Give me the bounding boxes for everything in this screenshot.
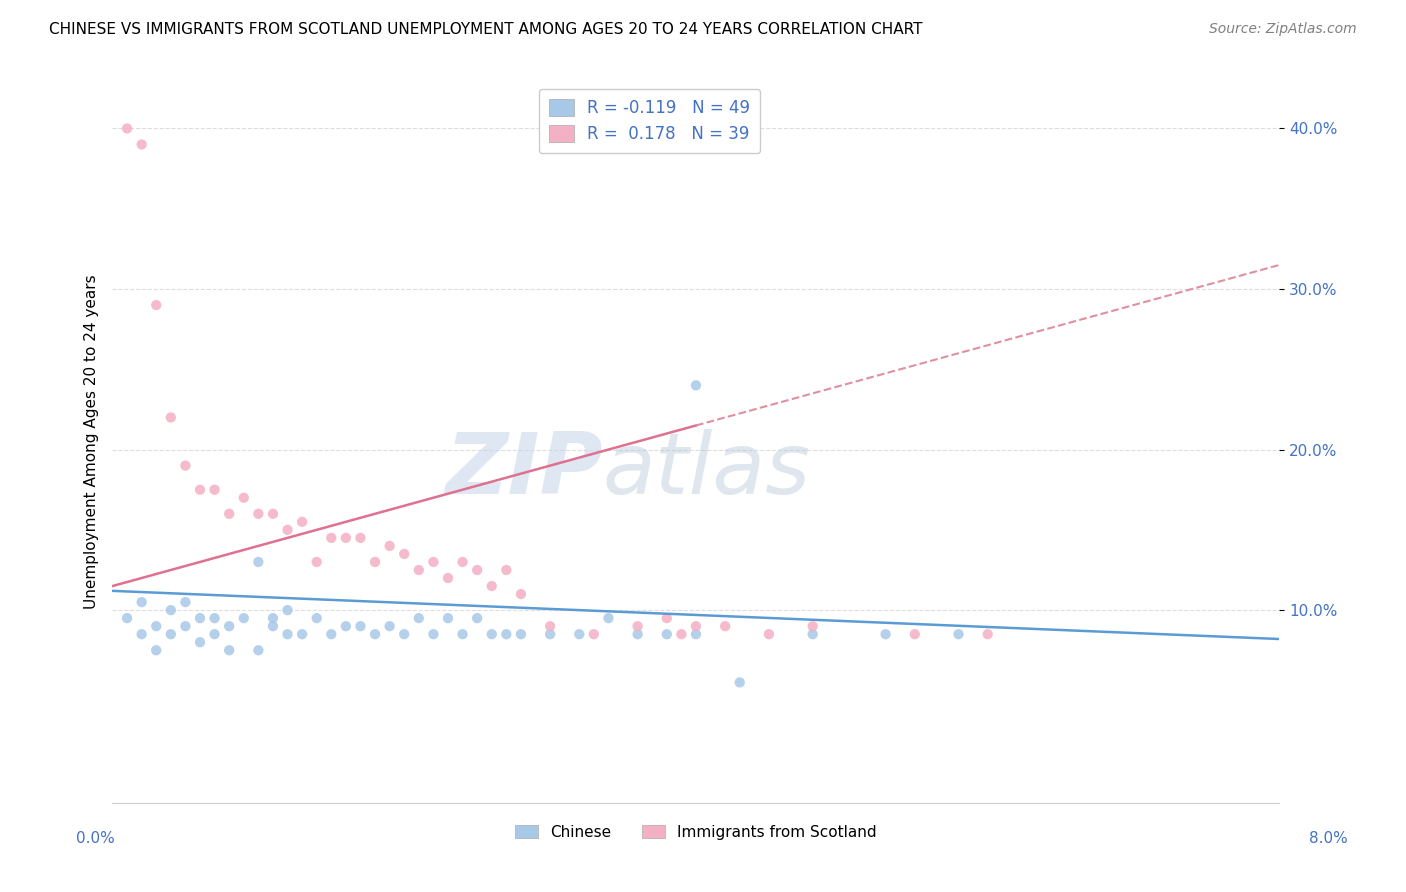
- Point: [598, 611, 620, 625]
- Point: [394, 627, 416, 641]
- Point: [378, 619, 401, 633]
- Point: [685, 627, 707, 641]
- Point: [349, 531, 371, 545]
- Point: [422, 555, 444, 569]
- Point: [145, 298, 167, 312]
- Point: [131, 137, 153, 152]
- Point: [218, 643, 240, 657]
- Text: CHINESE VS IMMIGRANTS FROM SCOTLAND UNEMPLOYMENT AMONG AGES 20 TO 24 YEARS CORRE: CHINESE VS IMMIGRANTS FROM SCOTLAND UNEM…: [49, 22, 922, 37]
- Point: [655, 627, 678, 641]
- Point: [509, 587, 531, 601]
- Text: ZIP: ZIP: [444, 429, 603, 512]
- Point: [131, 595, 153, 609]
- Point: [671, 627, 693, 641]
- Y-axis label: Unemployment Among Ages 20 to 24 years: Unemployment Among Ages 20 to 24 years: [83, 274, 98, 609]
- Point: [801, 627, 824, 641]
- Point: [394, 547, 416, 561]
- Point: [976, 627, 998, 641]
- Text: atlas: atlas: [603, 429, 811, 512]
- Point: [204, 627, 226, 641]
- Point: [305, 611, 328, 625]
- Point: [160, 410, 183, 425]
- Point: [378, 539, 401, 553]
- Point: [465, 563, 488, 577]
- Point: [364, 555, 387, 569]
- Point: [262, 611, 284, 625]
- Point: [218, 507, 240, 521]
- Point: [174, 619, 197, 633]
- Point: [714, 619, 737, 633]
- Point: [758, 627, 780, 641]
- Point: [437, 611, 460, 625]
- Point: [247, 555, 270, 569]
- Point: [145, 619, 167, 633]
- Point: [247, 643, 270, 657]
- Point: [160, 627, 183, 641]
- Point: [262, 619, 284, 633]
- Point: [188, 483, 211, 497]
- Point: [291, 627, 314, 641]
- Point: [188, 611, 211, 625]
- Point: [145, 643, 167, 657]
- Point: [160, 603, 183, 617]
- Point: [276, 523, 298, 537]
- Point: [538, 627, 561, 641]
- Point: [568, 627, 591, 641]
- Point: [627, 627, 650, 641]
- Point: [495, 563, 517, 577]
- Point: [685, 378, 707, 392]
- Point: [204, 483, 226, 497]
- Point: [305, 555, 328, 569]
- Text: 8.0%: 8.0%: [1309, 831, 1348, 846]
- Point: [422, 627, 444, 641]
- Point: [349, 619, 371, 633]
- Point: [276, 603, 298, 617]
- Text: Source: ZipAtlas.com: Source: ZipAtlas.com: [1209, 22, 1357, 37]
- Point: [801, 619, 824, 633]
- Point: [364, 627, 387, 641]
- Point: [321, 627, 343, 641]
- Point: [408, 611, 430, 625]
- Point: [291, 515, 314, 529]
- Point: [131, 627, 153, 641]
- Point: [174, 595, 197, 609]
- Point: [218, 619, 240, 633]
- Text: 0.0%: 0.0%: [76, 831, 115, 846]
- Point: [465, 611, 488, 625]
- Point: [247, 507, 270, 521]
- Point: [232, 491, 254, 505]
- Point: [321, 531, 343, 545]
- Point: [509, 627, 531, 641]
- Point: [174, 458, 197, 473]
- Legend: Chinese, Immigrants from Scotland: Chinese, Immigrants from Scotland: [509, 819, 883, 846]
- Point: [232, 611, 254, 625]
- Point: [335, 619, 357, 633]
- Point: [728, 675, 751, 690]
- Point: [948, 627, 970, 641]
- Point: [451, 627, 474, 641]
- Point: [408, 563, 430, 577]
- Point: [582, 627, 605, 641]
- Point: [627, 619, 650, 633]
- Point: [451, 555, 474, 569]
- Point: [188, 635, 211, 649]
- Point: [276, 627, 298, 641]
- Point: [538, 619, 561, 633]
- Point: [115, 121, 138, 136]
- Point: [262, 507, 284, 521]
- Point: [481, 579, 503, 593]
- Point: [335, 531, 357, 545]
- Point: [437, 571, 460, 585]
- Point: [481, 627, 503, 641]
- Point: [685, 619, 707, 633]
- Point: [495, 627, 517, 641]
- Point: [875, 627, 897, 641]
- Point: [204, 611, 226, 625]
- Point: [655, 611, 678, 625]
- Point: [904, 627, 927, 641]
- Point: [115, 611, 138, 625]
